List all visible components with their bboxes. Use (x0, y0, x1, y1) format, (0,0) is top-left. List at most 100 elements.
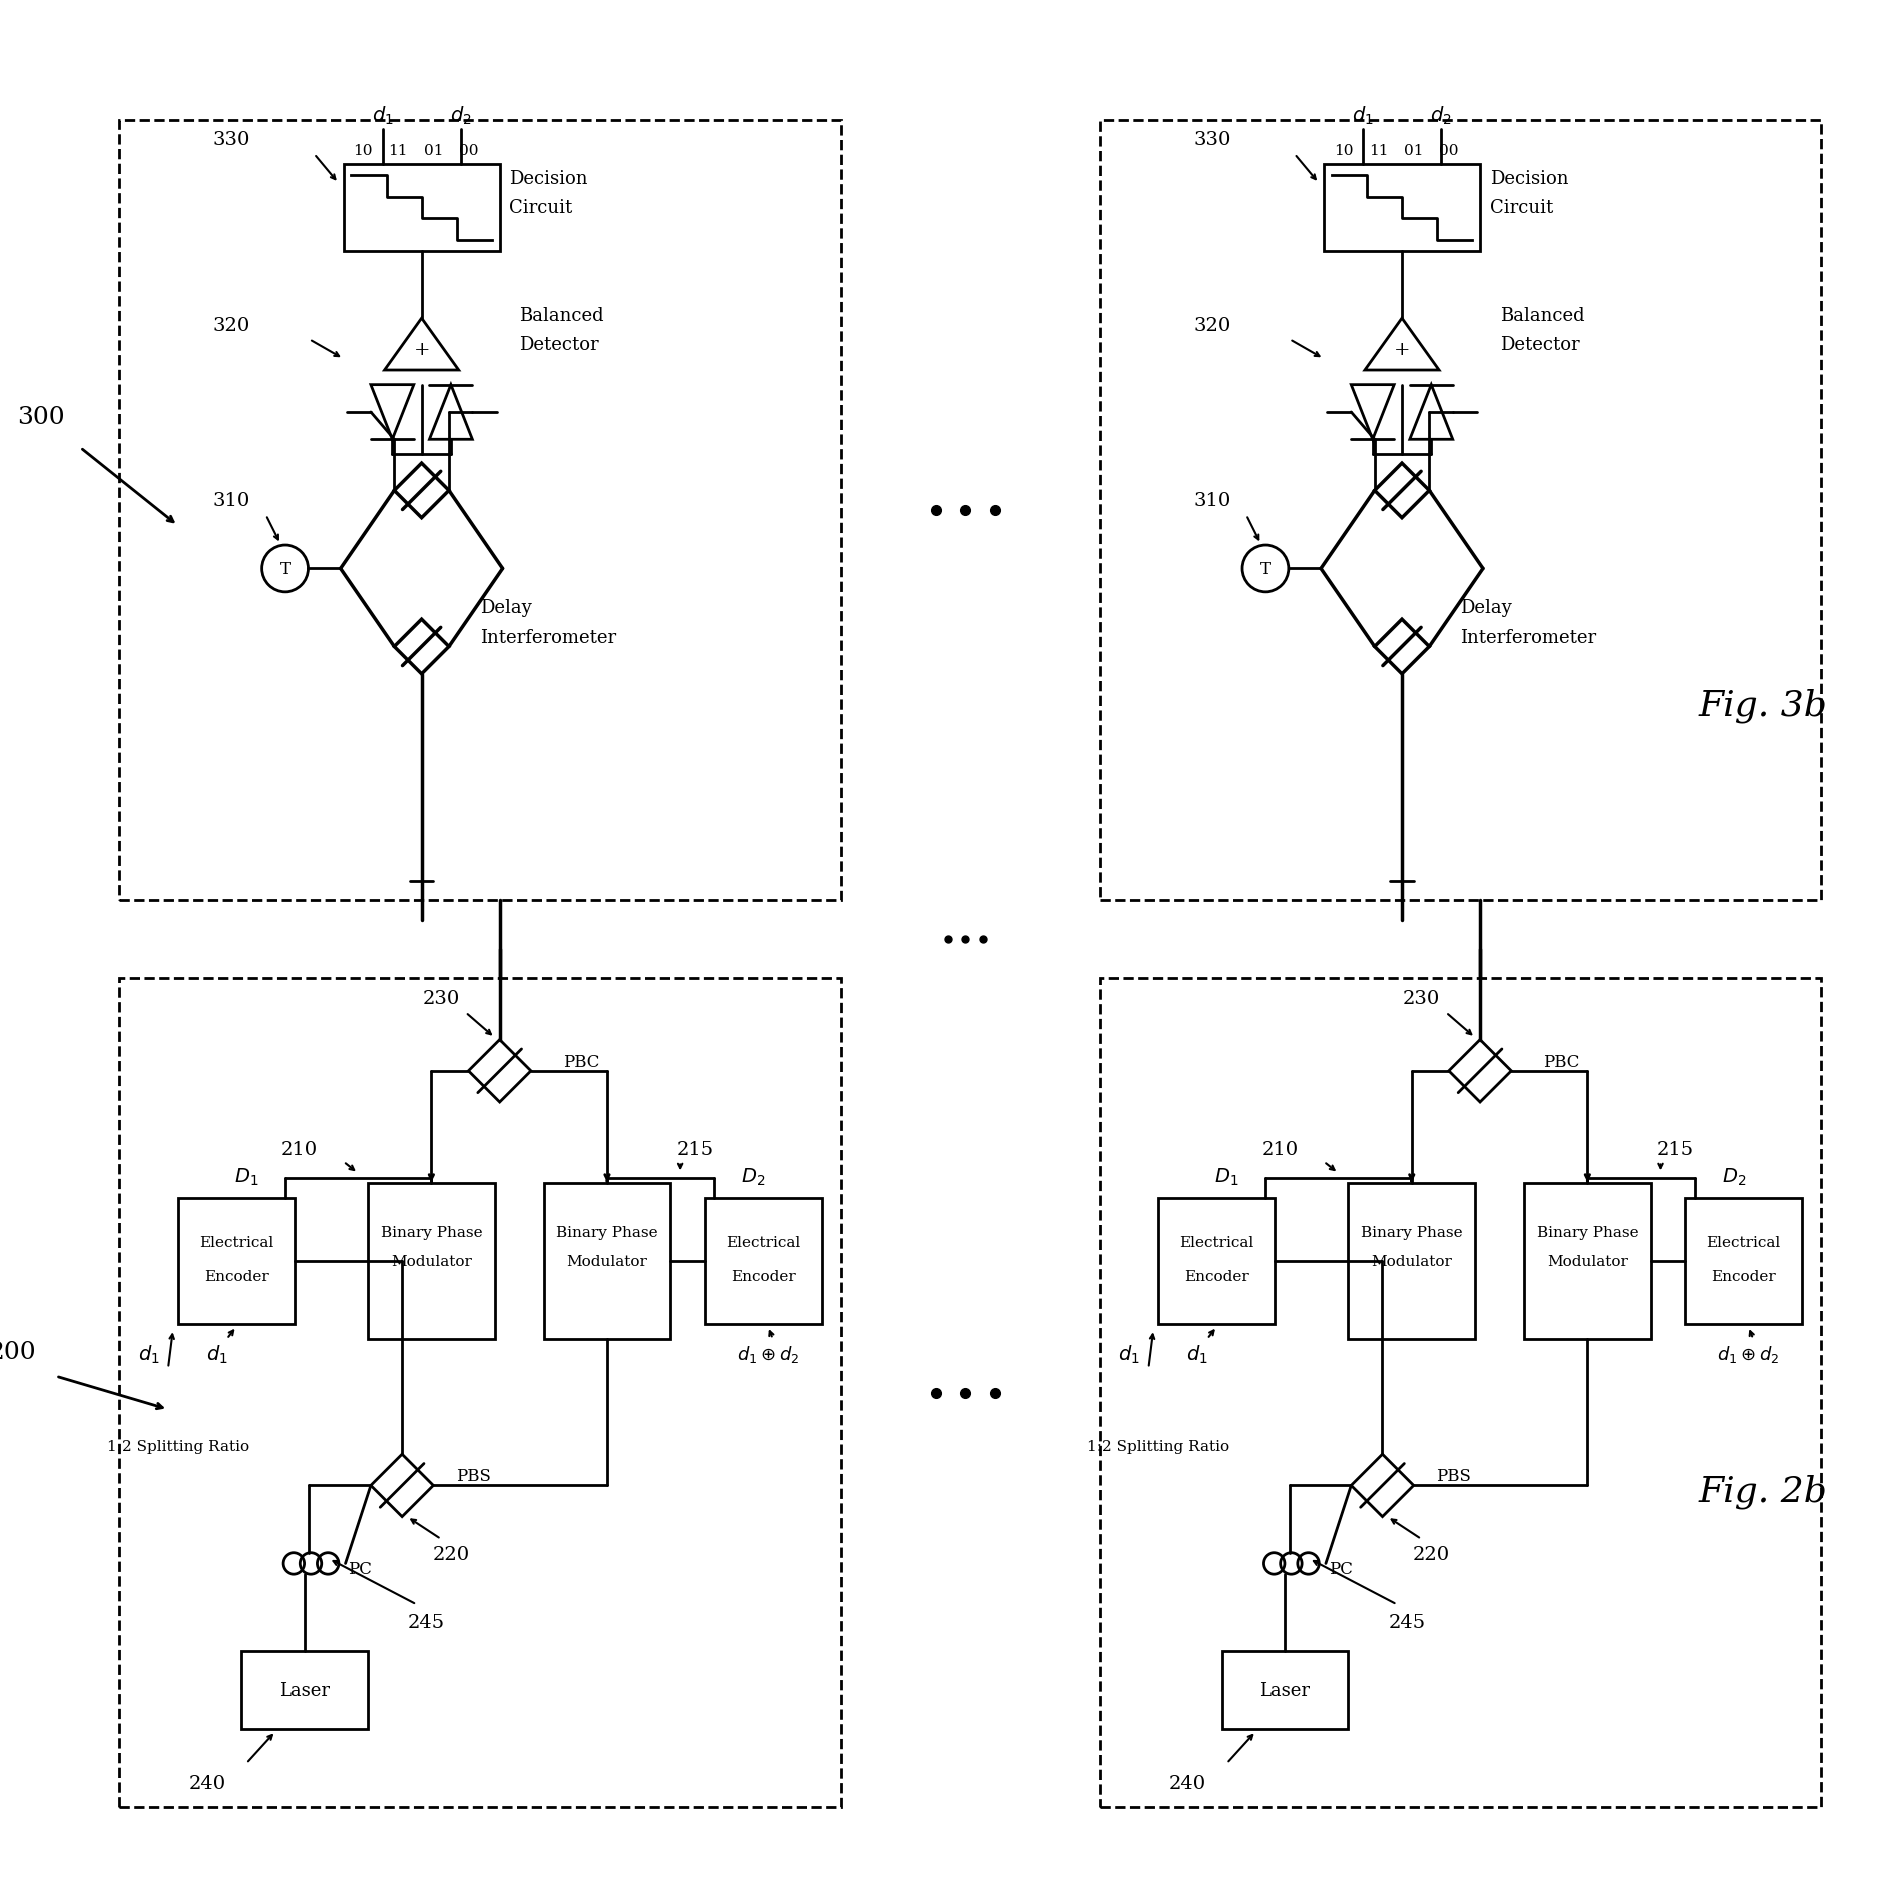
Text: $d_1$: $d_1$ (207, 1343, 227, 1366)
Polygon shape (1449, 1041, 1512, 1103)
Bar (1222, 1651, 1348, 1728)
Text: 1:2 Splitting Ratio: 1:2 Splitting Ratio (107, 1439, 248, 1455)
Bar (1348, 1183, 1476, 1339)
Text: Electrical: Electrical (199, 1235, 273, 1249)
Text: Encoder: Encoder (1711, 1269, 1777, 1283)
Text: Modulator: Modulator (1547, 1254, 1628, 1268)
Text: PBS: PBS (1436, 1468, 1470, 1485)
Text: Modulator: Modulator (391, 1254, 472, 1268)
Text: 310: 310 (212, 491, 250, 510)
Text: 200: 200 (0, 1339, 36, 1364)
Text: 215: 215 (1656, 1141, 1694, 1158)
Text: Electrical: Electrical (1179, 1235, 1254, 1249)
Polygon shape (1374, 620, 1429, 674)
Text: Circuit: Circuit (1489, 200, 1553, 217)
Bar (344, 164, 500, 253)
Bar (368, 1183, 494, 1339)
Text: 330: 330 (212, 130, 250, 149)
Text: 245: 245 (408, 1613, 446, 1630)
Bar (1100, 121, 1822, 901)
Text: 10: 10 (353, 144, 372, 159)
Text: PBC: PBC (564, 1052, 600, 1069)
Text: Delay: Delay (1461, 599, 1512, 618)
Text: 210: 210 (282, 1141, 318, 1158)
Text: 11: 11 (389, 144, 408, 159)
Text: $d_1$: $d_1$ (1352, 104, 1374, 127)
Text: Modulator: Modulator (566, 1254, 647, 1268)
Text: 01: 01 (423, 144, 444, 159)
Text: Modulator: Modulator (1371, 1254, 1451, 1268)
Polygon shape (395, 465, 449, 518)
Text: Detector: Detector (1500, 336, 1579, 353)
Bar (179, 1198, 295, 1324)
Text: $d_1$: $d_1$ (1186, 1343, 1209, 1366)
Text: Balanced: Balanced (519, 306, 603, 325)
Text: 210: 210 (1261, 1141, 1299, 1158)
Text: Electrical: Electrical (1707, 1235, 1780, 1249)
Polygon shape (468, 1041, 530, 1103)
Text: 320: 320 (1194, 315, 1230, 334)
Text: Binary Phase: Binary Phase (1536, 1226, 1637, 1239)
Text: $d_1$: $d_1$ (1119, 1343, 1139, 1366)
Text: $d_1\oplus d_2$: $d_1\oplus d_2$ (737, 1343, 799, 1364)
Bar (1158, 1198, 1275, 1324)
Text: 320: 320 (212, 315, 250, 334)
Text: Encoder: Encoder (203, 1269, 269, 1283)
Bar (1684, 1198, 1801, 1324)
Bar (1525, 1183, 1651, 1339)
Text: PC: PC (348, 1560, 372, 1577)
Bar (705, 1198, 822, 1324)
Text: T: T (280, 561, 291, 578)
Text: Binary Phase: Binary Phase (1361, 1226, 1463, 1239)
Text: 300: 300 (17, 406, 66, 429)
Text: 220: 220 (432, 1545, 470, 1562)
Text: 01: 01 (1404, 144, 1423, 159)
Polygon shape (395, 620, 449, 674)
Bar (543, 1183, 671, 1339)
Bar (1100, 979, 1822, 1808)
Text: $D_2$: $D_2$ (1722, 1166, 1747, 1186)
Text: Encoder: Encoder (731, 1269, 795, 1283)
Bar (118, 979, 840, 1808)
Text: Interferometer: Interferometer (1461, 629, 1596, 646)
Polygon shape (429, 385, 472, 440)
Text: 245: 245 (1387, 1613, 1425, 1630)
Text: $d_2$: $d_2$ (449, 104, 472, 127)
Text: $D_2$: $D_2$ (741, 1166, 765, 1186)
Text: PC: PC (1329, 1560, 1354, 1577)
Text: 00: 00 (459, 144, 478, 159)
Text: $d_1$: $d_1$ (372, 104, 393, 127)
Bar (241, 1651, 368, 1728)
Polygon shape (1410, 385, 1453, 440)
Polygon shape (370, 385, 414, 440)
Text: PBC: PBC (1543, 1052, 1579, 1069)
Bar (1324, 164, 1480, 253)
Text: $d_2$: $d_2$ (1431, 104, 1451, 127)
Text: 00: 00 (1438, 144, 1459, 159)
Text: Encoder: Encoder (1184, 1269, 1248, 1283)
Text: Fig. 3b: Fig. 3b (1698, 688, 1827, 723)
Text: 330: 330 (1194, 130, 1231, 149)
Text: Decision: Decision (1489, 170, 1568, 189)
Text: Binary Phase: Binary Phase (556, 1226, 658, 1239)
Text: +: + (414, 340, 431, 359)
Text: 240: 240 (188, 1774, 226, 1793)
Text: 310: 310 (1194, 491, 1230, 510)
Text: $d_1$: $d_1$ (137, 1343, 160, 1366)
Text: Fig. 2b: Fig. 2b (1698, 1473, 1827, 1507)
Text: Electrical: Electrical (726, 1235, 801, 1249)
Text: Laser: Laser (1260, 1681, 1310, 1700)
Text: Delay: Delay (479, 599, 532, 618)
Text: Balanced: Balanced (1500, 306, 1585, 325)
Text: 230: 230 (1402, 990, 1440, 1007)
Text: +: + (1393, 340, 1410, 359)
Text: Interferometer: Interferometer (479, 629, 617, 646)
Text: Laser: Laser (278, 1681, 331, 1700)
Polygon shape (1352, 385, 1395, 440)
Polygon shape (385, 319, 459, 370)
Text: T: T (1260, 561, 1271, 578)
Text: $D_1$: $D_1$ (233, 1166, 258, 1186)
Text: PBS: PBS (455, 1468, 491, 1485)
Text: 230: 230 (423, 990, 461, 1007)
Polygon shape (1365, 319, 1438, 370)
